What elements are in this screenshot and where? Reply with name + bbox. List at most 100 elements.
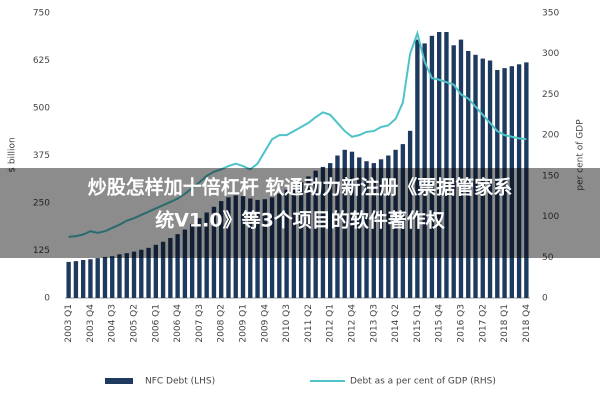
bar: [255, 199, 260, 298]
bar: [320, 166, 326, 298]
y-tick-label: 375: [33, 151, 50, 161]
x-tick-label: 2009 Q4: [260, 304, 270, 343]
bar: [211, 206, 217, 298]
y2-tick-label: 350: [542, 9, 559, 19]
bar: [88, 259, 93, 298]
bar: [233, 195, 238, 298]
bar: [473, 54, 478, 298]
bar: [277, 193, 282, 298]
y-tick-label: 250: [33, 199, 50, 209]
bar: [248, 198, 253, 298]
x-tick-label: 2003 Q4: [86, 304, 96, 343]
bar: [509, 66, 515, 298]
bar: [197, 218, 202, 298]
bar: [226, 197, 231, 298]
bar: [400, 144, 406, 298]
y-axis-label: $ billion: [8, 137, 18, 173]
bar: [284, 189, 289, 298]
bar: [306, 176, 311, 298]
overlay-text: 统V1.0》等3个项目的软件著作权: [155, 209, 445, 232]
bar: [364, 161, 369, 298]
bar: [378, 159, 384, 298]
y-tick-label: 625: [33, 56, 50, 66]
x-tick-label: 2014 Q2: [391, 304, 401, 343]
bar: [168, 237, 173, 298]
y-tick-label: 750: [33, 9, 50, 19]
bar: [342, 149, 347, 298]
y2-tick-label: 100: [542, 212, 559, 222]
bar: [444, 32, 449, 298]
x-tick-label: 2011 Q2: [304, 304, 314, 343]
bar: [240, 196, 246, 298]
y2-tick-label: 0: [542, 294, 548, 304]
x-tick-label: 2015 Q4: [435, 304, 445, 343]
bar: [415, 39, 420, 298]
x-tick-label: 2003 Q1: [64, 304, 74, 343]
x-tick-label: 2012 Q1: [326, 304, 336, 343]
bar: [131, 251, 137, 298]
x-tick-label: 2007 Q3: [195, 304, 205, 343]
x-tick-label: 2005 Q2: [130, 304, 140, 343]
legend-swatch: [105, 378, 133, 384]
bar: [153, 244, 158, 298]
y-tick-label: 125: [33, 246, 50, 256]
bar: [386, 155, 391, 298]
bar: [349, 151, 355, 298]
bar: [189, 223, 195, 298]
legend-label: Debt as a per cent of GDP (RHS): [350, 377, 496, 387]
y2-tick-label: 50: [542, 253, 554, 263]
bar: [422, 43, 427, 299]
x-tick-label: 2015 Q1: [413, 304, 423, 343]
bar: [487, 60, 493, 298]
bar: [66, 261, 71, 298]
bar: [124, 253, 129, 298]
x-tick-label: 2013 Q3: [369, 304, 379, 343]
bar: [110, 256, 115, 298]
bar: [429, 35, 435, 299]
x-tick-label: 2012 Q4: [347, 304, 357, 343]
bar: [393, 149, 398, 298]
y-tick-label: 500: [33, 104, 50, 114]
bar: [451, 45, 456, 298]
bar: [437, 32, 442, 298]
bar: [204, 212, 209, 298]
bar: [516, 64, 522, 298]
x-tick-label: 2016 Q3: [456, 304, 466, 343]
bar: [160, 241, 166, 298]
bar: [328, 163, 333, 298]
bar: [80, 260, 86, 298]
legend-label: NFC Debt (LHS): [145, 377, 215, 387]
bar: [262, 199, 267, 298]
y2-tick-label: 200: [542, 131, 559, 141]
overlay-band: [0, 168, 600, 258]
bar: [298, 182, 304, 298]
bar: [466, 51, 471, 298]
bar: [524, 62, 529, 299]
bar: [407, 130, 413, 298]
bar: [357, 157, 362, 298]
bar: [102, 256, 108, 298]
overlay-text: 炒股怎样加十倍杠杆 软通动力新注册《票据管家系: [88, 176, 513, 199]
bar: [495, 70, 500, 298]
bar: [139, 249, 144, 298]
bar: [335, 155, 340, 298]
x-tick-label: 2006 Q1: [151, 304, 161, 343]
bar: [95, 258, 100, 298]
bar: [313, 170, 318, 298]
y2-axis-label: per cent of GDP: [576, 119, 586, 191]
y2-tick-label: 150: [542, 171, 559, 181]
y-tick-label: 0: [44, 294, 50, 304]
bar: [502, 68, 507, 298]
bar: [291, 185, 297, 298]
bar: [117, 254, 122, 298]
bar: [458, 39, 464, 298]
x-tick-label: 2009 Q1: [239, 304, 249, 343]
x-tick-label: 2018 Q4: [522, 304, 532, 343]
x-tick-label: 2008 Q2: [217, 304, 227, 343]
y2-tick-label: 250: [542, 90, 559, 100]
x-tick-label: 2004 Q3: [108, 304, 118, 343]
bar: [480, 58, 485, 298]
x-tick-label: 2017 Q2: [478, 304, 488, 343]
y2-tick-label: 300: [542, 49, 559, 59]
